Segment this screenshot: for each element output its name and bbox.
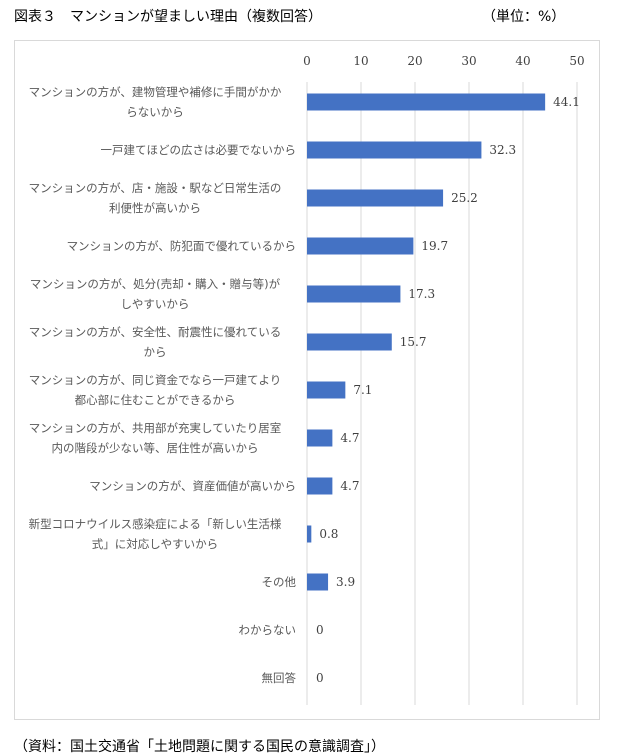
bar: [307, 285, 401, 303]
data-label: 4.7: [340, 431, 359, 445]
category-label: マンションの方が、資産価値が高いから: [89, 479, 296, 493]
category-label: マンションの方が、店・施設・駅など日常生活の 利便性が高いから: [28, 181, 282, 215]
bar: [307, 189, 444, 207]
x-tick-label: 0: [303, 54, 311, 68]
bar: [307, 381, 346, 399]
data-label: 17.3: [408, 287, 435, 301]
x-tick-label: 40: [515, 54, 530, 68]
data-label: 0.8: [319, 527, 338, 541]
bar: [307, 93, 546, 111]
category-label: マンションの方が、安全性、耐震性に優れている から: [28, 325, 282, 359]
x-tick-label: 20: [407, 54, 422, 68]
category-label: マンションの方が、防犯面で優れているから: [66, 239, 296, 253]
category-label: その他: [261, 575, 297, 589]
data-label: 44.1: [553, 95, 580, 109]
data-label: 4.7: [340, 479, 359, 493]
category-label: 一戸建てほどの広さは必要でないから: [100, 143, 297, 157]
data-label: 0: [316, 623, 324, 637]
data-label: 32.3: [489, 143, 516, 157]
x-tick-label: 50: [569, 54, 584, 68]
category-label: マンションの方が、建物管理や補修に手間がかか らないから: [28, 85, 282, 119]
category-label: マンションの方が、処分(売却・購入・贈与等)が しやすいから: [29, 277, 281, 311]
data-label: 25.2: [451, 191, 478, 205]
category-label: 無回答: [261, 671, 297, 685]
category-label: わからない: [238, 623, 297, 637]
bar: [307, 573, 329, 591]
bar: [307, 141, 482, 159]
data-label: 0: [316, 671, 324, 685]
data-label: 3.9: [336, 575, 355, 589]
bar: [307, 525, 312, 543]
x-tick-label: 30: [461, 54, 476, 68]
data-label: 15.7: [400, 335, 427, 349]
category-label: マンションの方が、同じ資金でなら一戸建てより 都心部に住むことができるから: [28, 373, 282, 407]
x-tick-label: 10: [353, 54, 368, 68]
source-note: （資料：国土交通省「土地問題に関する国民の意識調査」）: [14, 739, 385, 755]
chart-frame: [14, 40, 600, 720]
category-label: 新型コロナウイルス感染症による「新しい生活様 式」に対応しやすいから: [28, 517, 282, 551]
category-label: マンションの方が、共用部が充実していたり居室 内の階段が少ない等、居住性が高いから: [28, 421, 282, 455]
data-label: 19.7: [421, 239, 448, 253]
unit-label: （単位：%）: [482, 9, 566, 25]
chart-title: 図表３ マンションが望ましい理由（複数回答）: [14, 9, 322, 25]
bar: [307, 237, 414, 255]
bar: [307, 429, 333, 447]
bar: [307, 333, 392, 351]
bar: [307, 477, 333, 495]
data-label: 7.1: [353, 383, 372, 397]
